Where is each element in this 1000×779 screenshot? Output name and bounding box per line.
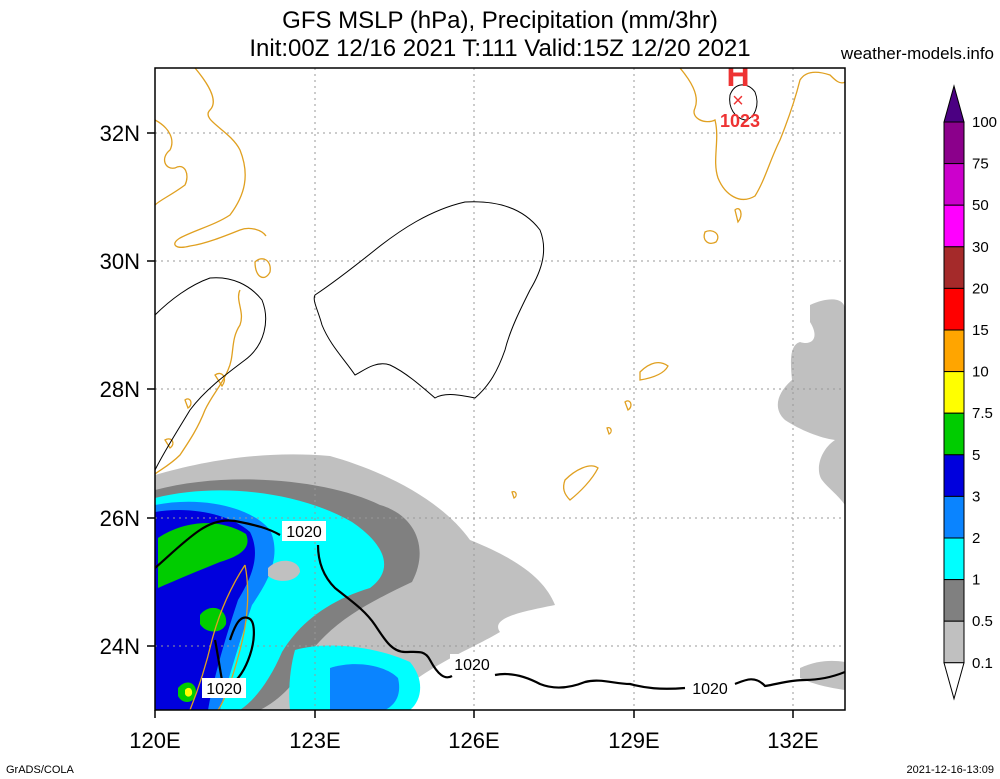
footer-timestamp: 2021-12-16-13:09 xyxy=(906,764,994,776)
legend-label: 7.5 xyxy=(972,405,993,422)
isobar-label: 1020 xyxy=(206,681,242,698)
site-credit: weather-models.info xyxy=(840,44,994,63)
legend-swatch xyxy=(943,84,965,123)
lon-label: 120E xyxy=(129,728,180,753)
legend-label: 3 xyxy=(972,488,980,505)
lat-label: 28N xyxy=(100,377,140,402)
high-symbol: H xyxy=(726,57,749,93)
legend-swatch xyxy=(943,163,965,206)
legend-swatch xyxy=(943,246,965,289)
lat-label: 32N xyxy=(100,121,140,146)
precip-legend: 100 75 50 30 20 15 10 7.5 5 3 2 1 0.5 0.1 xyxy=(943,84,997,701)
legend-swatch xyxy=(943,537,965,581)
isobar-labels: 1020 1020 1020 1020 xyxy=(202,521,733,698)
isobars xyxy=(155,84,845,690)
lon-label: 123E xyxy=(289,728,340,753)
isobar-label: 1020 xyxy=(692,681,728,698)
high-value: 1023 xyxy=(720,111,760,131)
legend-swatch xyxy=(943,454,965,497)
legend-swatch xyxy=(943,287,965,331)
legend-label: 50 xyxy=(972,197,989,214)
graticule xyxy=(155,68,845,710)
high-pressure-marker: H × 1023 xyxy=(720,57,760,131)
legend-swatch xyxy=(943,662,965,701)
legend-label: 30 xyxy=(972,239,989,256)
legend-label: 10 xyxy=(972,364,989,381)
lon-label: 132E xyxy=(767,728,818,753)
lon-label: 129E xyxy=(608,728,659,753)
map-subtitle: Init:00Z 12/16 2021 T:111 Valid:15Z 12/2… xyxy=(249,35,751,62)
axis-ticks xyxy=(147,132,794,718)
legend-label: 2 xyxy=(972,530,980,547)
legend-label: 0.1 xyxy=(972,655,993,672)
high-center-icon: × xyxy=(732,90,744,112)
legend-label: 5 xyxy=(972,447,980,464)
lat-label: 24N xyxy=(100,634,140,659)
footer-credit: GrADS/COLA xyxy=(6,764,74,776)
legend-swatch xyxy=(943,620,965,664)
legend-swatch xyxy=(943,121,965,165)
legend-swatch xyxy=(943,412,965,456)
legend-label: 100 xyxy=(972,114,997,131)
legend-label: 15 xyxy=(972,322,989,339)
legend-swatch xyxy=(943,579,965,622)
lat-label: 30N xyxy=(100,249,140,274)
legend-label: 20 xyxy=(972,280,989,297)
legend-label: 1 xyxy=(972,572,980,589)
lat-label: 26N xyxy=(100,506,140,531)
legend-label: 0.5 xyxy=(972,613,993,630)
legend-swatch xyxy=(943,495,965,539)
legend-swatch xyxy=(943,329,965,373)
lon-label: 126E xyxy=(448,728,499,753)
isobar-label: 1020 xyxy=(286,524,322,541)
legend-label: 75 xyxy=(972,156,989,173)
map-title: GFS MSLP (hPa), Precipitation (mm/3hr) xyxy=(282,7,718,34)
legend-swatch xyxy=(943,371,965,414)
isobar-label: 1020 xyxy=(454,657,490,674)
axis-labels: 120E 123E 126E 129E 132E 32N 30N 28N 26N… xyxy=(100,121,819,753)
legend-swatch xyxy=(943,204,965,248)
